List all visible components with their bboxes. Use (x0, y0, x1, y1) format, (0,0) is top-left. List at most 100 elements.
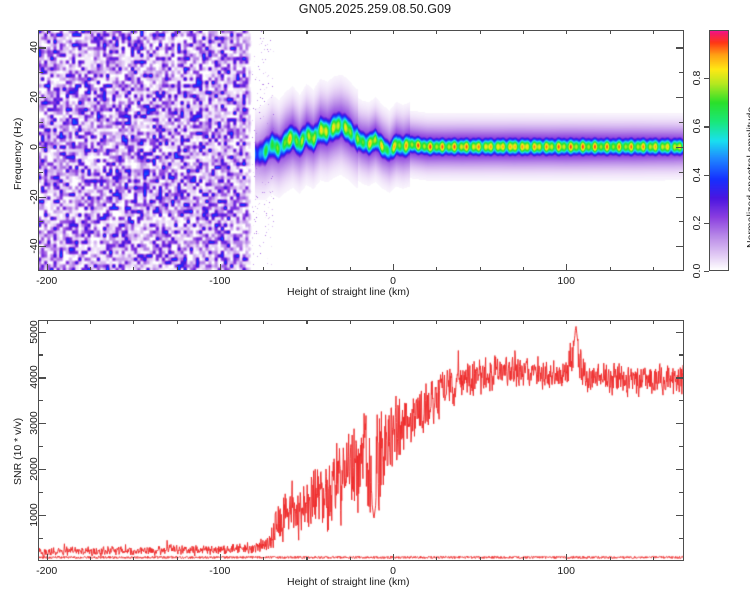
y-tick-label: 20 (28, 91, 40, 103)
y-right-major-tick (676, 146, 684, 148)
colorbar-label: Normalized spectral amplitude (745, 106, 750, 248)
y-minor-tick (38, 538, 43, 540)
x-minor-tick (90, 557, 92, 561)
colorbar-tick-label: 0.6 (691, 119, 703, 134)
x-top-tick (90, 320, 92, 324)
y-tick-label: 0 (28, 143, 40, 150)
colorbar-gradient (710, 31, 728, 270)
y-tick-label: 5000 (28, 319, 40, 344)
spectrogram-canvas (39, 31, 683, 270)
colorbar-tick-label: 0.0 (691, 263, 703, 279)
x-top-tick (306, 30, 308, 34)
x-top-tick (393, 30, 395, 34)
page-title: GN05.2025.259.08.50.G09 (298, 2, 452, 16)
x-major-tick (219, 554, 221, 561)
x-tick-label: 100 (557, 275, 575, 287)
x-top-tick (522, 30, 525, 34)
y-right-major-tick (676, 515, 684, 517)
x-top-tick (176, 30, 178, 34)
colorbar-tick-label: 0.2 (691, 215, 703, 231)
x-minor-tick (522, 267, 525, 271)
colorbar-tick (704, 222, 709, 224)
y-minor-tick (38, 446, 43, 448)
y-major-tick (38, 97, 46, 99)
y-right-major-tick (676, 246, 684, 248)
x-tick-label: -100 (209, 565, 231, 577)
y-major-tick (38, 515, 46, 517)
y-right-minor-tick (679, 354, 684, 356)
y-right-minor-tick (679, 121, 684, 124)
x-minor-tick (306, 267, 308, 271)
x-major-tick (46, 554, 48, 561)
x-top-tick (609, 30, 611, 34)
y-minor-tick (38, 354, 43, 356)
colorbar-tick (704, 174, 709, 176)
x-minor-tick (306, 557, 308, 561)
x-minor-tick (133, 557, 135, 561)
x-top-tick (652, 320, 654, 324)
y-right-major-tick (676, 469, 684, 471)
x-minor-tick (263, 557, 265, 561)
x-tick-label: 0 (390, 275, 396, 287)
y-minor-tick (38, 400, 43, 402)
spectrogram-panel (38, 30, 684, 271)
y-tick-label: 1000 (28, 503, 40, 527)
x-tick-label: -100 (209, 275, 231, 287)
y-major-tick (38, 196, 46, 198)
spectrogram-x-axis-label: Height of straight line (km) (287, 286, 410, 298)
x-minor-tick (263, 267, 265, 271)
y-right-major-tick (676, 47, 684, 49)
y-right-major-tick (676, 423, 684, 425)
snr-x-axis-label: Height of straight line (km) (287, 576, 410, 588)
x-top-tick (609, 320, 611, 324)
x-minor-tick (176, 267, 178, 271)
x-top-tick (566, 320, 568, 324)
colorbar-tick-label: 0.4 (691, 167, 703, 182)
y-tick-label: -20 (28, 188, 40, 205)
x-top-tick (263, 30, 265, 34)
x-top-tick (436, 30, 438, 34)
x-minor-tick (349, 557, 351, 561)
x-top-tick (393, 320, 395, 324)
x-major-tick (219, 264, 221, 271)
y-right-major-tick (676, 196, 684, 198)
snr-panel (38, 320, 684, 561)
y-right-minor-tick (679, 538, 684, 540)
x-top-tick (349, 320, 351, 324)
x-top-tick (90, 30, 92, 34)
y-minor-tick (38, 492, 43, 494)
x-top-tick (219, 320, 221, 324)
x-top-tick (219, 30, 221, 34)
x-major-tick (566, 554, 568, 561)
snr-canvas (39, 321, 683, 560)
y-right-major-tick (676, 377, 684, 379)
x-top-tick (306, 320, 308, 324)
snr-y-axis-label: SNR (10 * v/v) (12, 417, 24, 485)
x-top-tick (263, 320, 265, 324)
y-major-tick (38, 377, 46, 379)
x-minor-tick (479, 267, 481, 271)
x-minor-tick (609, 267, 611, 271)
y-major-tick (38, 47, 46, 49)
colorbar-tick (704, 271, 709, 273)
x-tick-label: 0 (390, 565, 396, 577)
y-minor-tick (38, 72, 43, 74)
x-minor-tick (349, 267, 351, 271)
x-minor-tick (90, 267, 92, 271)
y-major-tick (38, 331, 46, 333)
x-minor-tick (479, 557, 481, 561)
x-minor-tick (609, 557, 611, 561)
x-top-tick (46, 320, 48, 324)
y-right-minor-tick (679, 171, 684, 173)
y-tick-label: 2000 (28, 457, 40, 481)
y-major-tick (38, 246, 46, 248)
x-tick-label: -200 (36, 565, 58, 577)
y-right-minor-tick (679, 400, 684, 402)
y-major-tick (38, 469, 46, 471)
colorbar-tick (704, 126, 709, 128)
x-top-tick (133, 320, 135, 324)
x-minor-tick (133, 267, 135, 271)
y-major-tick (38, 423, 46, 425)
colorbar (709, 30, 729, 271)
